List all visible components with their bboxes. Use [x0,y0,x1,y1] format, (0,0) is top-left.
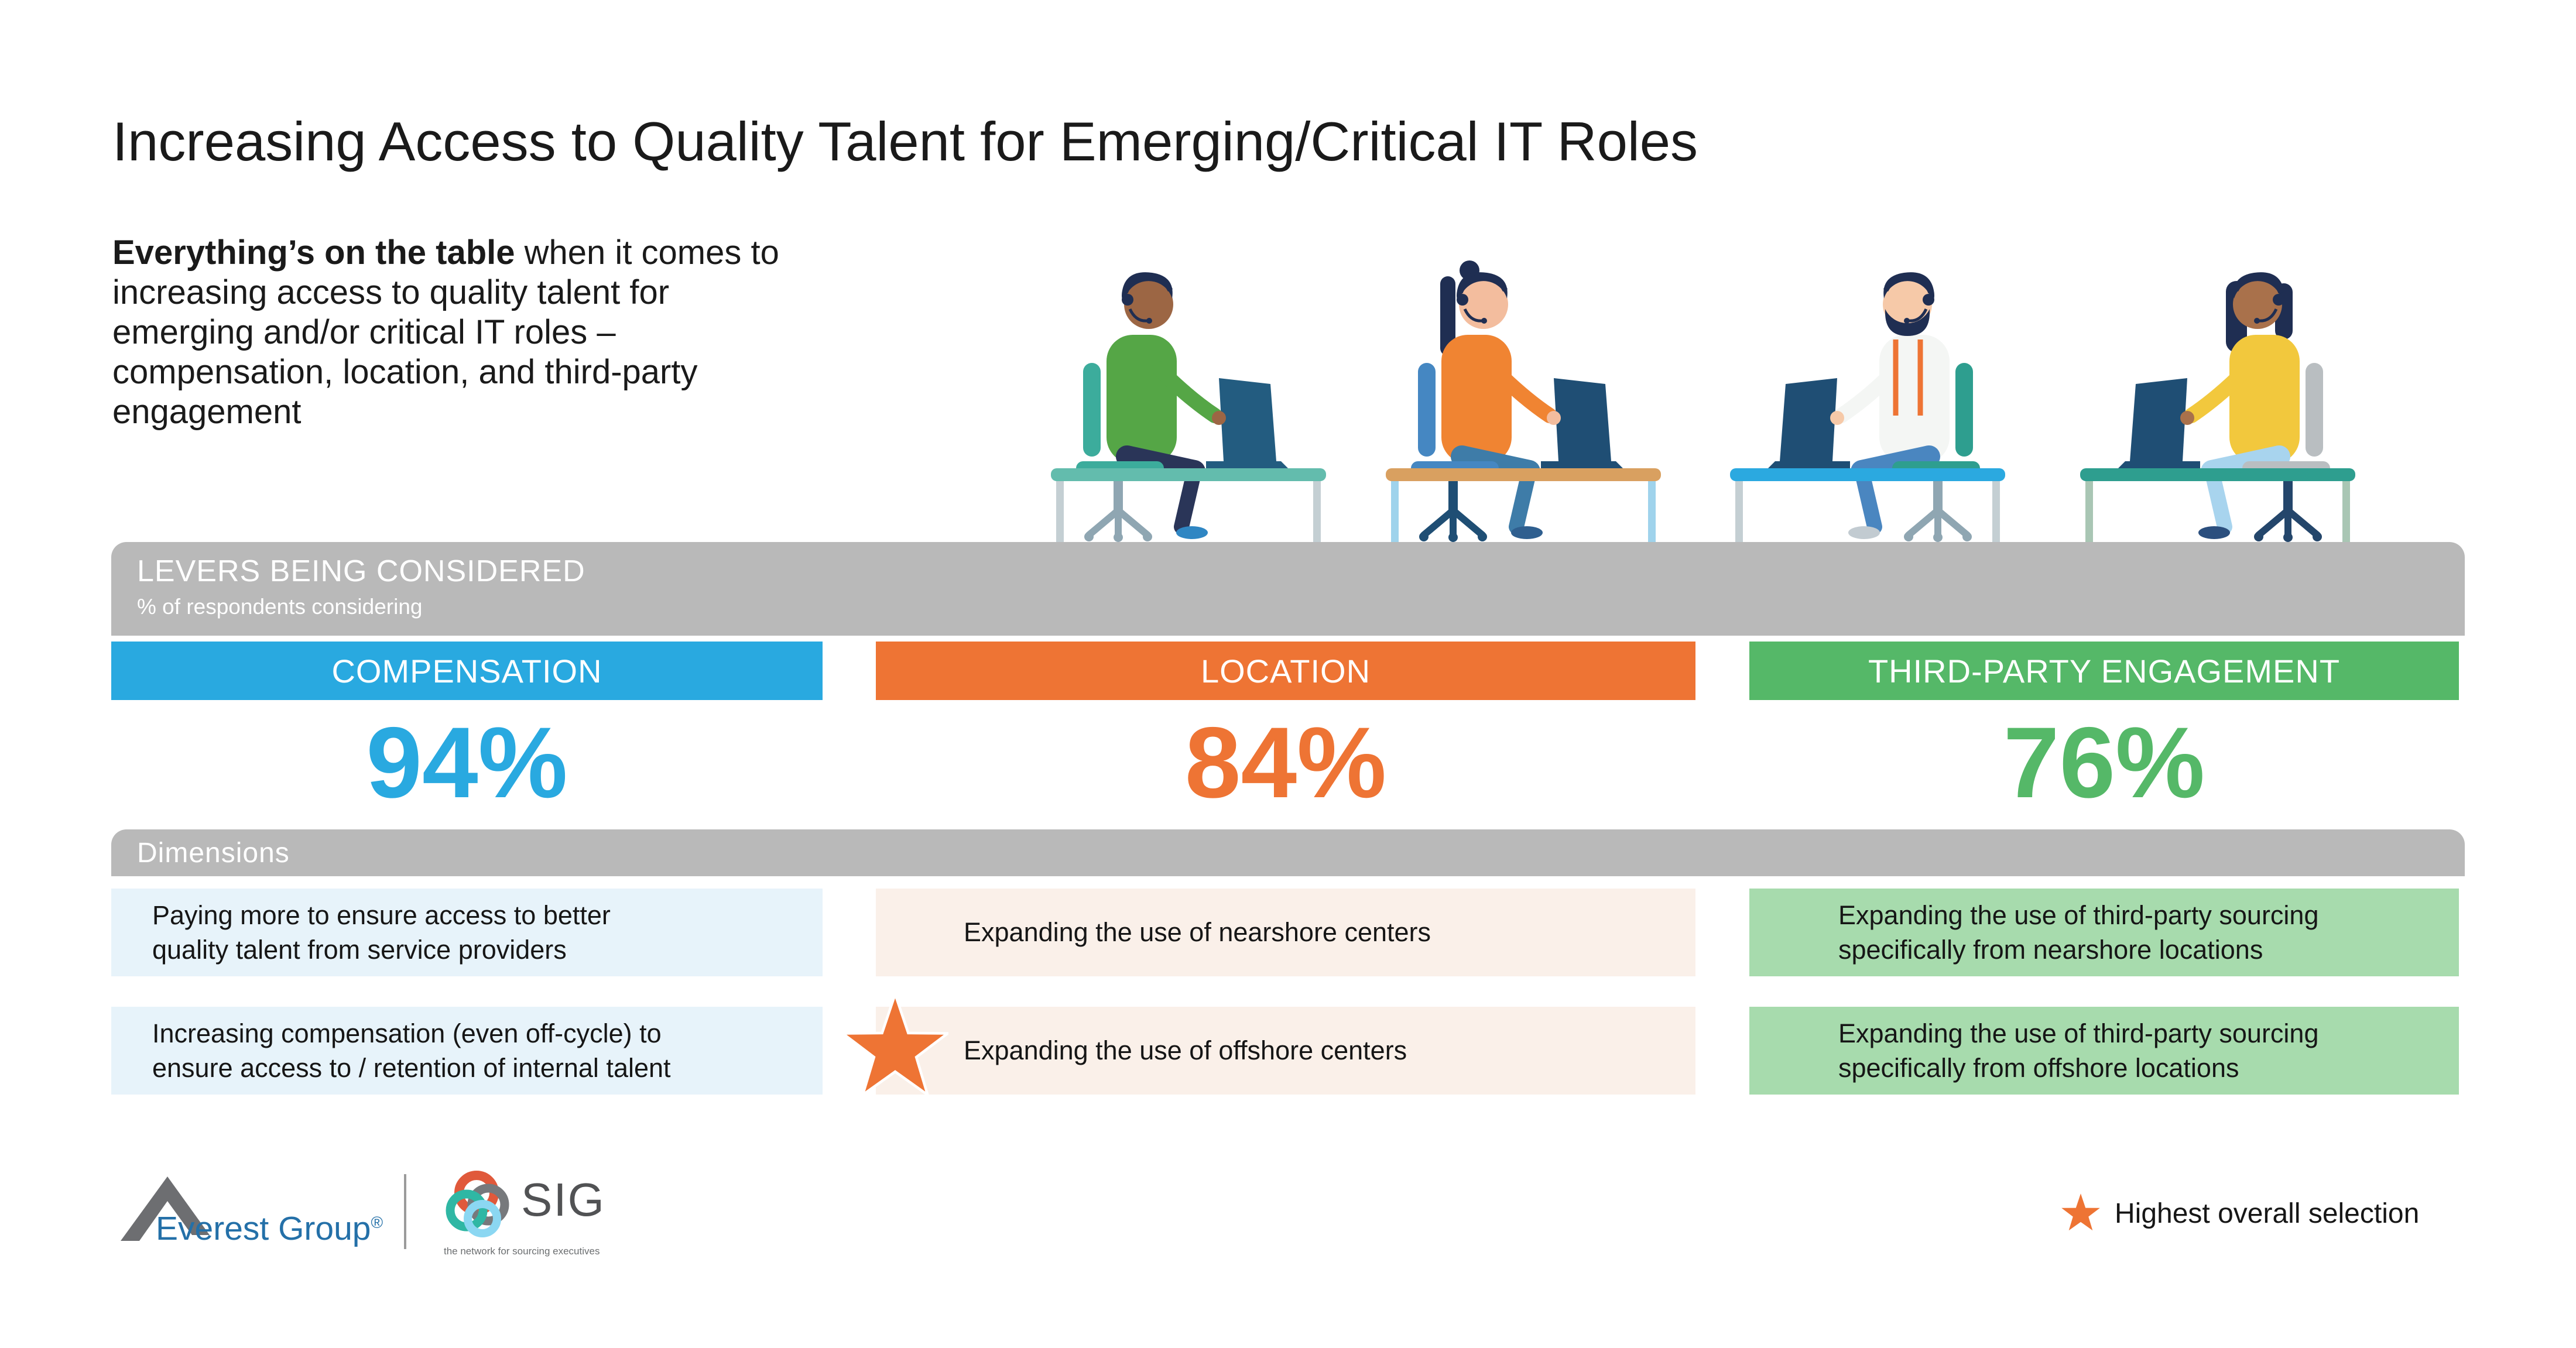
ponytail [1440,276,1455,356]
logo-divider [404,1174,406,1249]
registered-mark: ® [371,1213,383,1232]
dimension-third-party-2: Expanding the use of third-party sourcin… [1749,1007,2459,1095]
everest-group-wordmark: Everest Group® [156,1210,383,1247]
intro-rest: when it comes to increasing access to qu… [112,234,779,431]
dimension-compensation-1: Paying more to ensure access to better q… [111,889,823,976]
suspenders [1893,339,1923,416]
header-compensation: COMPENSATION [111,642,823,700]
levers-band-title: LEVERS BEING CONSIDERED [137,554,585,588]
everest-group-logo: Everest Group® [116,1171,391,1264]
highest-selection-star-icon [842,994,948,1103]
sig-rings-icon [446,1171,509,1237]
sig-tagline: the network for sourcing executives [444,1246,600,1257]
mountain-icon [121,1177,210,1241]
person-4-illustration [2080,272,2355,542]
person-1-illustration [1051,272,1326,542]
legend-star-icon [2060,1192,2101,1232]
levers-band-subtitle: % of respondents considering [137,595,423,619]
page-title: Increasing Access to Quality Talent for … [112,111,1698,172]
legend: Highest overall selection [2060,1192,2419,1235]
header-third-party: THIRD-PARTY ENGAGEMENT [1749,642,2459,700]
dimension-third-party-1: Expanding the use of third-party sourcin… [1749,889,2459,976]
beard [1885,309,1930,336]
dimensions-band: Dimensions [111,829,2465,876]
sig-wordmark: SIG [521,1174,605,1226]
dimension-compensation-2: Increasing compensation (even off-cycle)… [111,1007,823,1095]
dimension-location-2: Expanding the use of offshore centers [876,1007,1695,1095]
percent-compensation: 94% [366,706,568,819]
header-location: LOCATION [876,642,1695,700]
levers-band: LEVERS BEING CONSIDERED % of respondents… [111,542,2465,636]
sig-logo: SIG the network for sourcing executives [440,1168,686,1262]
intro-bold-phrase: Everything’s on the table [112,234,515,272]
person-3-illustration [1730,272,2005,542]
dimension-location-1: Expanding the use of nearshore centers [876,889,1695,976]
person-2-illustration [1386,260,1661,542]
percent-third-party: 76% [2003,706,2205,819]
legend-label: Highest overall selection [2115,1198,2420,1229]
dimensions-band-title: Dimensions [137,837,290,869]
intro-paragraph: Everything’s on the table when it comes … [112,233,903,432]
percent-location: 84% [1184,706,1387,819]
